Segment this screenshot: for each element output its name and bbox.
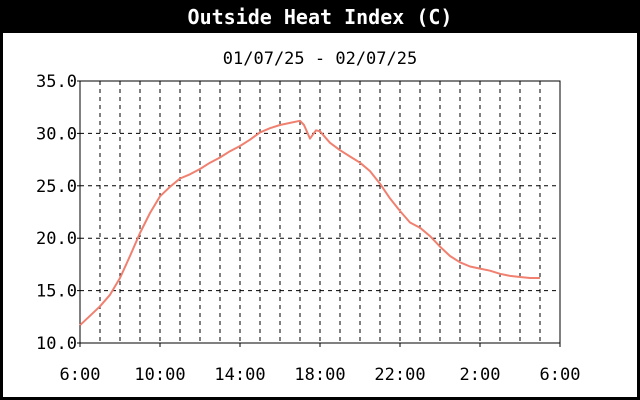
chart-panel: [3, 33, 637, 397]
chart-subtitle: 01/07/25 - 02/07/25: [223, 49, 417, 69]
x-tick-label: 22:00: [374, 365, 425, 385]
x-tick-label: 2:00: [460, 365, 501, 385]
x-tick-label: 10:00: [134, 365, 185, 385]
x-tick-label: 14:00: [214, 365, 265, 385]
heat-index-series-line: [79, 119, 540, 326]
x-tick-label: 18:00: [294, 365, 345, 385]
y-tick-label: 20.0: [36, 229, 77, 249]
x-tick-label: 6:00: [60, 365, 101, 385]
x-tick-label: 6:00: [540, 365, 581, 385]
y-tick-label: 30.0: [36, 124, 77, 144]
y-tick-label: 15.0: [36, 282, 77, 302]
y-tick-label: 10.0: [36, 334, 77, 354]
y-tick-label: 25.0: [36, 177, 77, 197]
chart-title: Outside Heat Index (C): [187, 5, 453, 29]
y-tick-label: 35.0: [36, 72, 77, 92]
